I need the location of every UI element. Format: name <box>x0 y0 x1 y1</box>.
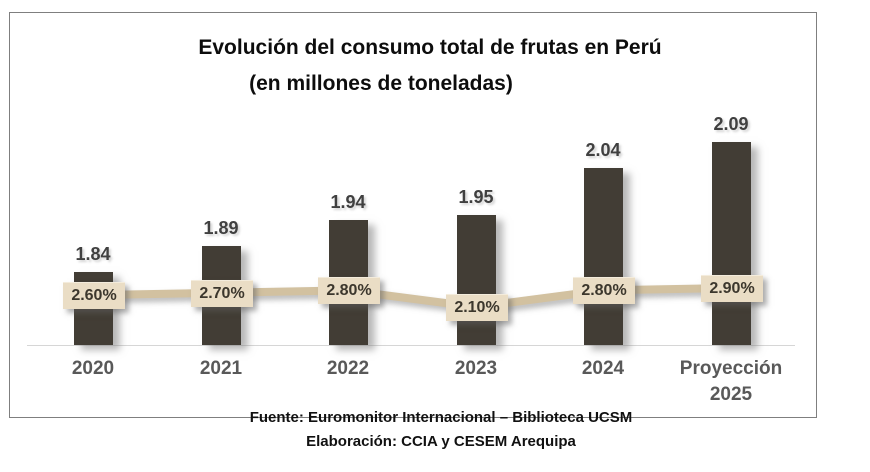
line-point-label: 2.90% <box>701 275 763 302</box>
x-axis-label: Proyección 2025 <box>679 358 783 405</box>
elaboration-note: Elaboración: CCIA y CESEM Arequipa <box>306 433 576 450</box>
line-point-label: 2.10% <box>446 294 508 321</box>
chart-subtitle: (en millones de toneladas) <box>249 72 513 95</box>
x-axis-label: 2020 <box>71 358 115 379</box>
x-axis-label: 2023 <box>454 358 498 379</box>
x-axis-label: 2021 <box>199 358 243 379</box>
bar-value-label: 1.89 <box>203 218 239 239</box>
bar-value-label: 2.09 <box>713 114 749 135</box>
chart-title: Evolución del consumo total de frutas en… <box>198 36 662 59</box>
bar-value-label: 1.95 <box>458 187 494 207</box>
bar-2024 <box>583 168 623 345</box>
bar-2023 <box>456 215 496 345</box>
x-axis-label: 2022 <box>326 358 370 379</box>
x-axis-line <box>27 345 795 346</box>
bar-value-label: 1.94 <box>330 192 366 213</box>
chart-border <box>9 12 817 418</box>
bar-value-label: 2.04 <box>585 140 621 161</box>
line-point-label: 2.70% <box>191 279 253 307</box>
x-axis-label: 2024 <box>581 358 625 379</box>
line-point-label: 2.60% <box>63 282 125 310</box>
bar-value-label: 1.84 <box>75 244 111 265</box>
line-point-label: 2.80% <box>573 277 635 305</box>
line-point-label: 2.80% <box>318 277 380 305</box>
source-note: Fuente: Euromonitor Internacional – Bibl… <box>249 409 633 426</box>
bar-Proyección 2025 <box>711 142 751 345</box>
